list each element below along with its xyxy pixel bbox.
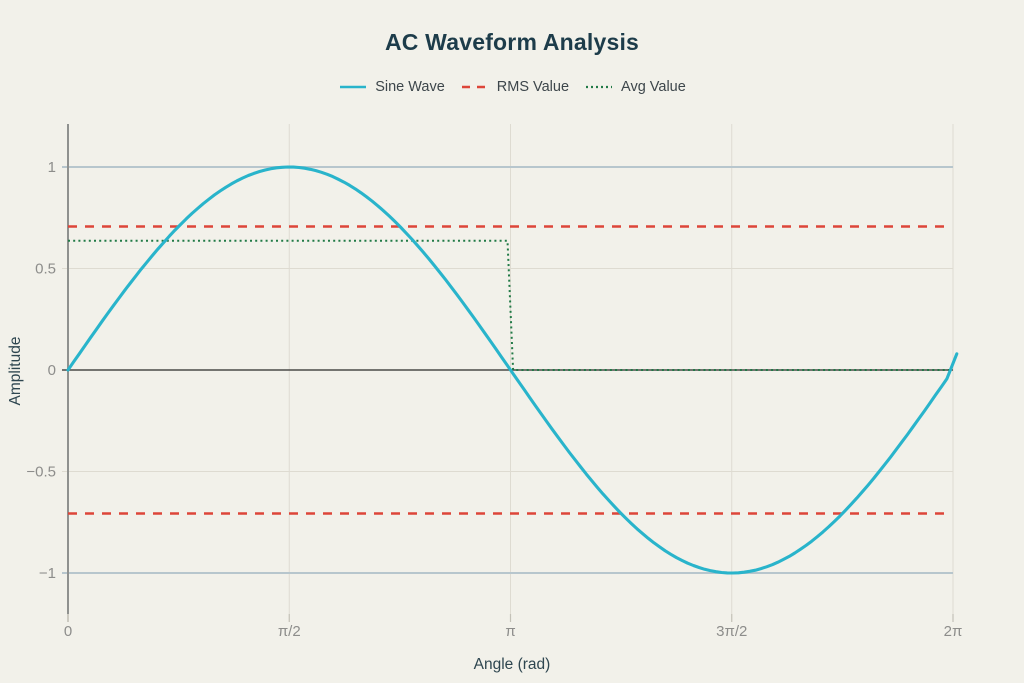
avg-line (68, 239, 953, 371)
x-tick-label: 0 (64, 623, 72, 640)
y-tick-label: −0.5 (26, 464, 56, 481)
x-tick-label: π/2 (278, 623, 301, 640)
sine-wave-line-icon (340, 85, 367, 89)
legend-label-rms-value: RMS Value (496, 79, 570, 95)
y-tick-label: 0 (48, 362, 56, 379)
rms-dashed-line-icon (461, 85, 488, 89)
sine-line (66, 165, 959, 575)
y-axis-title: Amplitude (7, 336, 24, 406)
x-tick-label: 2π (944, 623, 963, 640)
chart-legend: Sine Wave RMS Value Avg Value (0, 79, 1024, 95)
avg-dotted-line-icon (586, 85, 613, 89)
y-tick-label: −1 (39, 565, 56, 582)
legend-item-avg-value: Avg Value (584, 79, 686, 95)
x-tick-label: 3π/2 (716, 623, 747, 640)
x-axis-title: Angle (rad) (473, 656, 551, 673)
y-tick-label: 0.5 (35, 261, 56, 278)
chart-title: AC Waveform Analysis (384, 29, 640, 55)
y-tick-label: 1 (48, 159, 56, 176)
legend-item-rms-value: RMS Value (460, 79, 569, 95)
x-tick-label: π (505, 623, 515, 640)
legend-label-sine-wave: Sine Wave (375, 79, 445, 95)
legend-item-sine-wave: Sine Wave (338, 79, 445, 95)
legend-label-avg-value: Avg Value (621, 79, 686, 95)
